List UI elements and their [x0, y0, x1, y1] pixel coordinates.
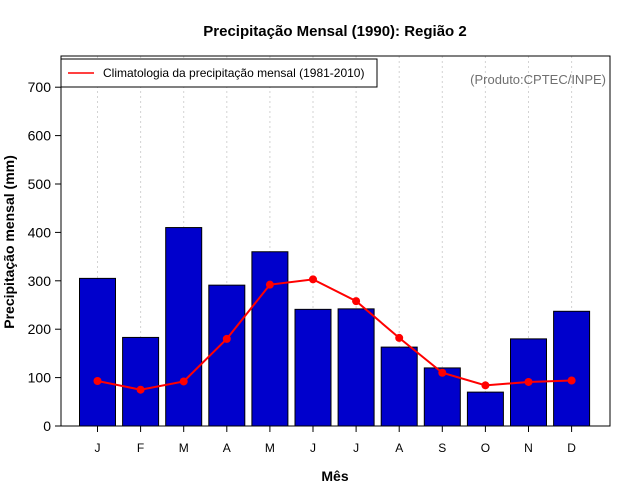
climatology-point-6: [352, 297, 361, 306]
y-tick-label: 100: [28, 370, 52, 386]
climatology-point-10: [524, 377, 533, 386]
y-tick-label: 200: [28, 321, 52, 337]
y-tick-label: 500: [28, 176, 52, 192]
grid-lines: [97, 56, 573, 426]
bar-2: [165, 227, 203, 427]
y-tick-label: 600: [28, 128, 52, 144]
bar-9: [466, 391, 504, 427]
x-tick-label: M: [265, 441, 275, 455]
x-tick-label: J: [310, 441, 316, 455]
y-axis: 0 100 200 300 400 500 600 700: [28, 79, 61, 434]
bars-group: [79, 227, 591, 427]
legend-box: [60, 58, 378, 88]
y-tick-label: 400: [28, 224, 52, 240]
climatology-point-4: [265, 280, 274, 289]
climatology-point-11: [567, 376, 576, 385]
bar-6: [337, 308, 375, 427]
x-tick-label: M: [179, 441, 189, 455]
x-tick-label: F: [137, 441, 144, 455]
bar-4: [251, 251, 289, 427]
climatology-point-2: [179, 377, 188, 386]
legend: Climatologia da precipitação mensal (198…: [60, 58, 378, 88]
bar-0: [79, 277, 116, 427]
bar-8: [423, 367, 461, 427]
climatology-point-3: [222, 334, 231, 343]
x-tick-label: N: [524, 441, 533, 455]
climatology-point-5: [309, 275, 317, 284]
bar-1: [122, 336, 160, 427]
y-axis-label: Precipitação mensal (mm): [1, 155, 17, 329]
y-tick-label: 700: [28, 79, 52, 95]
climatology-point-9: [481, 381, 490, 390]
bar-11: [553, 310, 591, 427]
bar-7: [380, 346, 418, 427]
bar-3: [208, 284, 246, 427]
x-tick-label: J: [95, 441, 101, 455]
x-tick-label: O: [481, 441, 490, 455]
climatology-line-group: [93, 275, 576, 394]
climatology-line: [97, 278, 572, 391]
x-tick-label: J: [353, 441, 359, 455]
bar-5: [294, 308, 332, 427]
x-tick-label: A: [223, 441, 231, 455]
climatology-point-8: [438, 368, 447, 377]
plot-frame: [60, 55, 611, 427]
x-tick-label: A: [395, 441, 403, 455]
credit-text: (Produto:CPTEC/INPE): [470, 72, 606, 87]
y-tick-label: 0: [43, 418, 51, 434]
x-tick-label: D: [567, 441, 576, 455]
x-axis-label: Mês: [321, 468, 348, 484]
x-tick-label: S: [438, 441, 446, 455]
chart-title: Precipitação Mensal (1990): Região 2: [203, 23, 466, 40]
legend-label: Climatologia da precipitação mensal (198…: [103, 66, 364, 80]
climatology-point-0: [93, 376, 102, 385]
climatology-point-1: [136, 385, 145, 394]
climatology-point-7: [395, 333, 404, 342]
y-tick-label: 300: [28, 273, 52, 289]
